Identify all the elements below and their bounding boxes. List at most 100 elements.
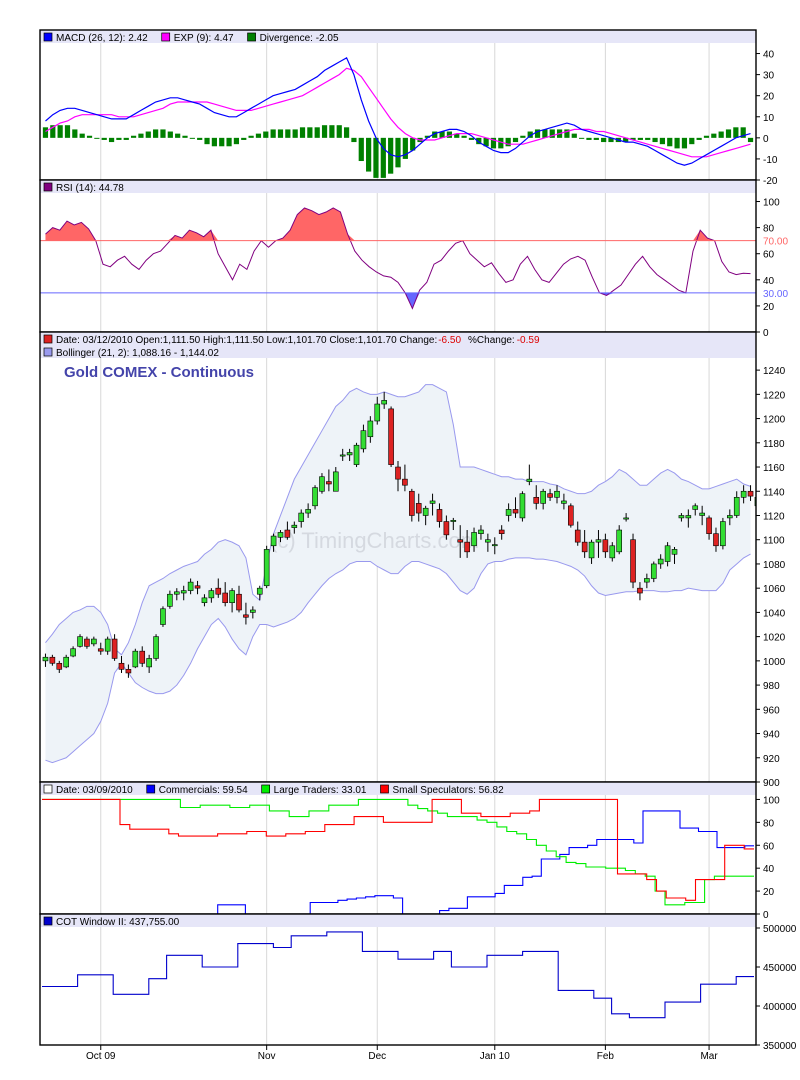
oversold-area [45, 292, 751, 309]
candle [187, 578, 194, 595]
candle-body [326, 481, 332, 485]
candle [485, 533, 491, 552]
candle-body [339, 454, 346, 457]
candle [498, 525, 505, 540]
x-tick-label: Nov [258, 1051, 276, 1062]
y-tick-label: 0 [763, 328, 769, 339]
candle [381, 391, 387, 409]
divergence-bar [197, 137, 203, 140]
divergence-bar [747, 137, 754, 143]
candle-body [561, 500, 567, 504]
candle-body [526, 478, 533, 482]
candle [91, 636, 97, 647]
divergence-bar [175, 133, 181, 138]
divergence-bar [153, 129, 159, 138]
candle [581, 530, 588, 558]
divergence-bar [681, 137, 688, 149]
candle-body [457, 539, 464, 543]
divergence-bar [211, 137, 217, 147]
candle [395, 460, 401, 492]
divergence-bar [542, 129, 548, 138]
candle [540, 488, 546, 510]
candle [201, 594, 208, 607]
candle [104, 636, 111, 655]
panel-header [40, 914, 756, 927]
candle-body [84, 638, 90, 647]
candle-body [215, 587, 222, 595]
candle-body [319, 476, 325, 492]
candle [727, 509, 733, 526]
candle [42, 653, 49, 667]
candle [153, 634, 159, 661]
candle [692, 503, 699, 516]
candle-body [236, 593, 242, 611]
candle-body [118, 662, 125, 670]
divergence-bar [446, 131, 453, 138]
panel-cot: 100 80 60 40 20 0 Date: 03/09/2010 Commercials:… [39, 781, 780, 921]
bollinger-lower [45, 553, 751, 764]
candle [332, 467, 339, 492]
candle [125, 664, 132, 678]
candle [630, 533, 636, 589]
y-tick-label: 960 [763, 705, 780, 716]
change-value: -6.50 [438, 335, 461, 346]
candle [167, 590, 173, 609]
candle-body [671, 549, 678, 555]
divergence-bar [645, 137, 651, 140]
divergence-bar [292, 129, 298, 138]
divergence-bar [454, 133, 460, 138]
exp-line [45, 67, 751, 158]
candle [77, 634, 83, 648]
divergence-bar [336, 125, 342, 138]
candle-body [498, 529, 505, 534]
candle [84, 636, 90, 649]
candle [180, 585, 187, 601]
candle-body [49, 656, 56, 664]
divergence-bar [667, 137, 673, 147]
candle [657, 554, 664, 569]
candle-body [450, 520, 457, 522]
candle [118, 656, 125, 673]
candle-body [291, 524, 298, 528]
x-tick-label: Jan 10 [480, 1051, 510, 1062]
candle [464, 530, 470, 558]
divergence-bar [439, 131, 445, 138]
legend-swatch [43, 182, 53, 192]
legend-label: Date: 03/09/2010 [56, 785, 133, 796]
candle-body [263, 549, 270, 587]
candle-body [104, 638, 111, 652]
candle [637, 582, 643, 601]
y-tick-label: 40 [763, 50, 775, 61]
candle-body [312, 487, 318, 507]
candle [277, 530, 284, 543]
candle-body [222, 592, 228, 604]
candle [256, 585, 263, 601]
candle-body [187, 581, 194, 591]
divergence-bar [689, 137, 695, 145]
bollinger-upper [45, 384, 751, 656]
legend-label: COT Window II: 437,755.00 [56, 917, 180, 928]
y-tick-label: 60 [763, 841, 775, 852]
candle-body [298, 512, 305, 522]
legend-swatch [43, 916, 53, 926]
divergence-bar [659, 137, 666, 145]
candle [574, 521, 581, 546]
candle-body [464, 541, 470, 553]
candle-body [574, 529, 581, 543]
candle [250, 606, 256, 619]
candle [194, 580, 201, 595]
candle [664, 542, 671, 567]
candle-body [277, 532, 284, 538]
candle [616, 525, 623, 555]
divergence-bar [138, 133, 144, 138]
candle [478, 525, 484, 540]
legend-swatch [261, 784, 271, 794]
candle-body [727, 515, 733, 519]
candle-body [395, 466, 401, 480]
y-tick-label: 1160 [763, 463, 785, 474]
candle [319, 473, 325, 494]
candle [505, 503, 512, 522]
candle-body [70, 648, 76, 657]
y-tick-label: 40 [763, 864, 775, 875]
candle-body [685, 515, 692, 519]
